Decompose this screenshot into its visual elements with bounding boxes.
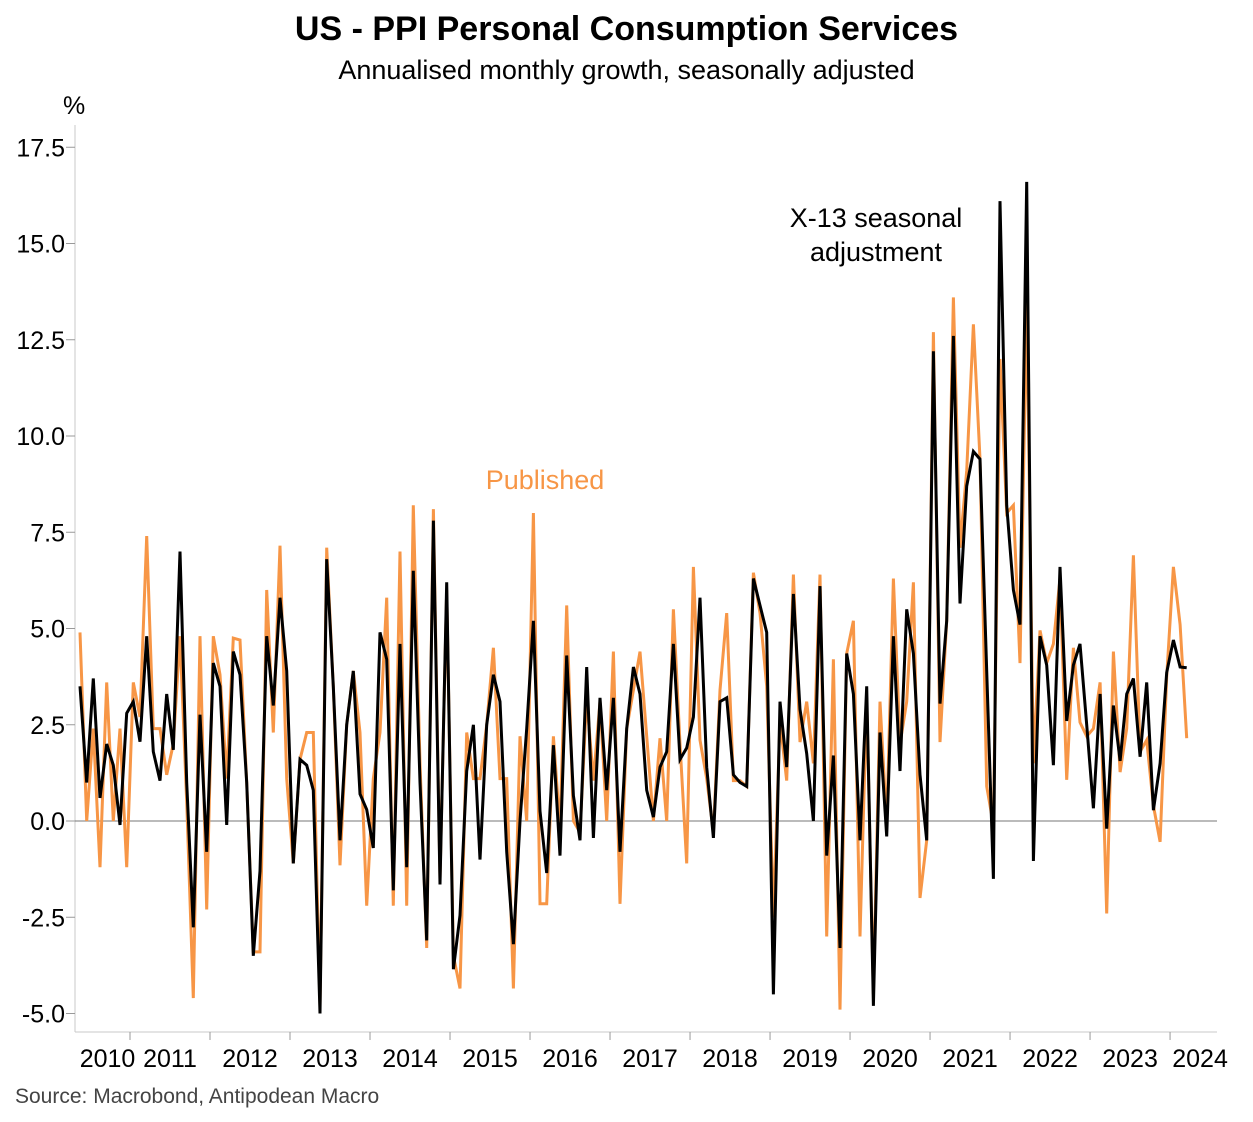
x-tick-label: 2010 bbox=[80, 1045, 136, 1073]
x-tick-label: 2018 bbox=[702, 1045, 758, 1073]
source-note: Source: Macrobond, Antipodean Macro bbox=[15, 1085, 380, 1108]
x-tick-label: 2023 bbox=[1102, 1045, 1158, 1073]
y-tick-label: 15.0 bbox=[16, 231, 65, 259]
y-tick-label: 10.0 bbox=[16, 423, 65, 451]
series-line-x13 bbox=[78, 181, 1187, 1014]
x-tick-label: 2014 bbox=[382, 1045, 438, 1073]
y-tick-label: -2.5 bbox=[22, 904, 65, 932]
y-axis-unit-label: % bbox=[63, 92, 86, 120]
x-tick-label: 2017 bbox=[622, 1045, 678, 1073]
x-tick-label: 2019 bbox=[782, 1045, 838, 1073]
y-tick-label: 7.5 bbox=[30, 519, 65, 547]
chart-title: US - PPI Personal Consumption Services bbox=[294, 10, 959, 48]
x-tick-label: 2015 bbox=[462, 1045, 518, 1073]
y-tick-label: 2.5 bbox=[30, 712, 65, 740]
x-tick-label: 2011 bbox=[143, 1045, 197, 1073]
y-tick-label: 0.0 bbox=[30, 808, 65, 836]
x-tick-label: 2016 bbox=[542, 1045, 598, 1073]
axes: -5.0 -2.5 0.0 2.5 5.0 7.5 10.0 12.5 15.0 17.5 2010… bbox=[16, 125, 1228, 1073]
annotation-published: Published bbox=[486, 465, 605, 495]
x-tick-label: 2020 bbox=[862, 1045, 918, 1073]
annotation-x13-line1: X-13 seasonal bbox=[790, 203, 963, 233]
series-line-published bbox=[78, 297, 1189, 1010]
x-tick-label: 2021 bbox=[942, 1045, 998, 1073]
y-tick-label: 17.5 bbox=[16, 134, 65, 162]
y-tick-label: 12.5 bbox=[16, 327, 65, 355]
x-tick-label: 2024 bbox=[1172, 1045, 1228, 1073]
x-tick-label: 2022 bbox=[1022, 1045, 1078, 1073]
x-tick-label: 2013 bbox=[302, 1045, 358, 1073]
y-tick-label: -5.0 bbox=[22, 1001, 65, 1029]
x-tick-label: 2012 bbox=[222, 1045, 278, 1073]
series-lines bbox=[78, 181, 1189, 1014]
y-tick-label: 5.0 bbox=[30, 616, 65, 644]
chart-subtitle: Annualised monthly growth, seasonally ad… bbox=[338, 55, 915, 85]
annotation-x13-line2: adjustment bbox=[810, 237, 943, 267]
